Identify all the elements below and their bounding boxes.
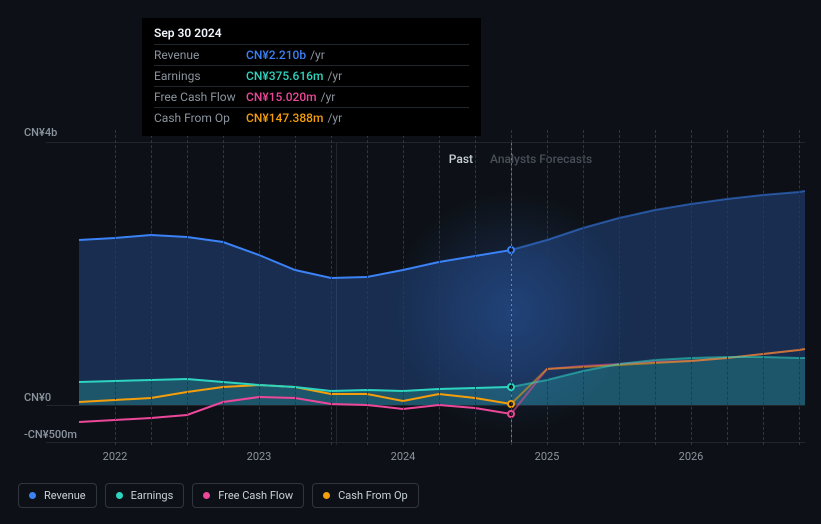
tooltip-unit: /yr	[327, 69, 342, 83]
x-axis: 2022 2023 2024 2025 2026	[46, 450, 805, 470]
tooltip-date: Sep 30 2024	[154, 26, 469, 40]
tooltip-unit: /yr	[321, 90, 336, 104]
legend-dot	[116, 492, 123, 499]
x-tick	[799, 130, 800, 445]
x-tick	[727, 130, 728, 445]
yaxis-top-label: CN¥4b	[24, 126, 57, 139]
legend-item[interactable]: Earnings	[105, 483, 185, 508]
x-tick	[259, 130, 260, 445]
tooltip-label: Cash From Op	[154, 111, 246, 125]
tooltip-label: Free Cash Flow	[154, 90, 246, 104]
tooltip-value: CN¥147.388m	[246, 111, 323, 125]
legend-item[interactable]: Revenue	[18, 483, 97, 508]
legend: Revenue Earnings Free Cash Flow Cash From O…	[18, 483, 419, 508]
tooltip-value: CN¥15.020m	[246, 90, 317, 104]
x-tick	[655, 130, 656, 445]
tooltip-label: Revenue	[154, 48, 246, 62]
tooltip-row: EarningsCN¥375.616m/yr	[154, 65, 469, 86]
x-tick	[367, 130, 368, 445]
legend-dot	[29, 492, 36, 499]
legend-label: Cash From Op	[338, 489, 408, 502]
xaxis-label: 2023	[247, 450, 272, 463]
tooltip-value: CN¥2.210b	[246, 48, 306, 62]
x-tick	[547, 130, 548, 445]
x-tick	[475, 130, 476, 445]
xaxis-label: 2024	[391, 450, 416, 463]
x-tick	[619, 130, 620, 445]
tooltip-label: Earnings	[154, 69, 246, 83]
legend-label: Earnings	[131, 489, 174, 502]
xaxis-label: 2025	[535, 450, 560, 463]
x-tick	[151, 130, 152, 445]
legend-label: Free Cash Flow	[218, 489, 293, 502]
x-tick	[187, 130, 188, 445]
x-tick	[331, 130, 332, 445]
plot-area[interactable]: CN¥4b CN¥0 -CN¥500m Past Analysts Foreca…	[16, 130, 805, 445]
tooltip-row: Free Cash FlowCN¥15.020m/yr	[154, 86, 469, 107]
legend-dot	[323, 492, 330, 499]
x-tick	[583, 130, 584, 445]
legend-dot	[203, 492, 210, 499]
x-tick	[295, 130, 296, 445]
tooltip-value: CN¥375.616m	[246, 69, 323, 83]
x-tick	[439, 130, 440, 445]
legend-label: Revenue	[44, 489, 86, 502]
tooltip: Sep 30 2024 RevenueCN¥2.210b/yrEarningsC…	[142, 18, 481, 136]
x-tick	[511, 130, 512, 445]
x-tick	[691, 130, 692, 445]
x-tick	[403, 130, 404, 445]
x-tick	[223, 130, 224, 445]
xaxis-label: 2022	[103, 450, 128, 463]
legend-item[interactable]: Cash From Op	[312, 483, 419, 508]
tooltip-unit: /yr	[310, 48, 325, 62]
tooltip-unit: /yr	[327, 111, 342, 125]
legend-item[interactable]: Free Cash Flow	[192, 483, 304, 508]
financials-chart: CN¥4b CN¥0 -CN¥500m Past Analysts Foreca…	[16, 0, 805, 524]
x-tick	[115, 130, 116, 445]
tooltip-row: RevenueCN¥2.210b/yr	[154, 44, 469, 65]
xaxis-label: 2026	[679, 450, 704, 463]
tooltip-row: Cash From OpCN¥147.388m/yr	[154, 107, 469, 128]
x-tick	[763, 130, 764, 445]
